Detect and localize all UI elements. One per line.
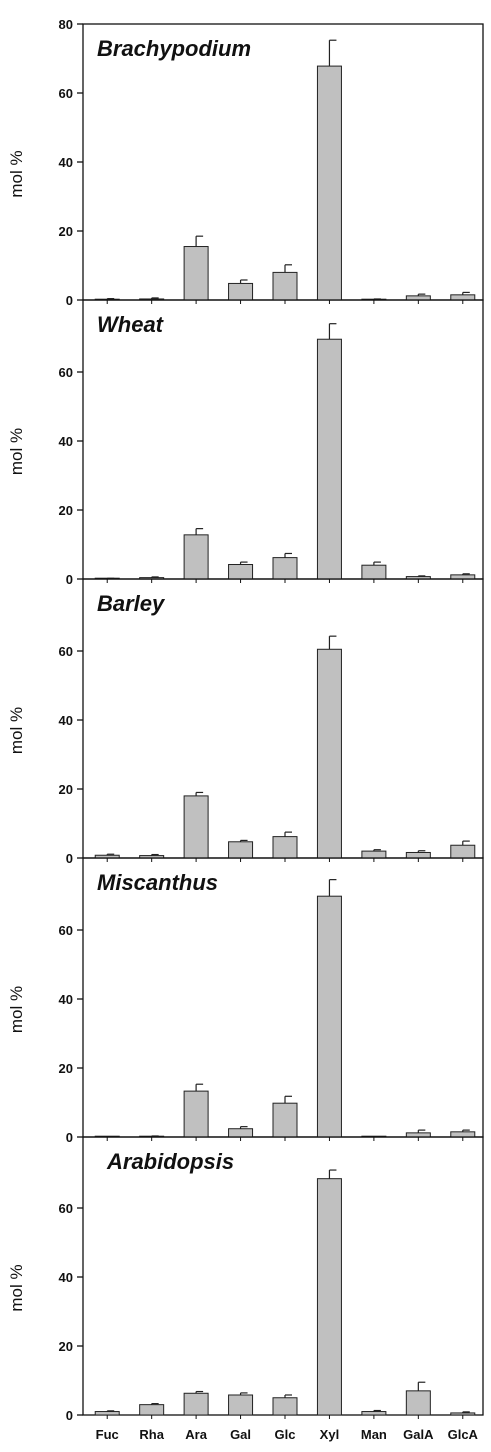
bar-Ara (183, 1392, 209, 1416)
x-tick-label: Xyl (320, 1427, 340, 1442)
bar-Xyl (316, 895, 342, 1138)
y-tick-label: 20 (59, 224, 73, 239)
y-tick-label: 20 (59, 1339, 73, 1354)
bar-Gal (228, 282, 254, 301)
bar-GlcA (450, 1412, 476, 1416)
bar-GlcA (450, 1131, 476, 1138)
y-tick-label: 60 (59, 365, 73, 380)
panel-frame (82, 299, 484, 580)
y-axis-label: mol % (7, 986, 26, 1033)
y-tick-label: 0 (66, 851, 73, 866)
y-axis-label: mol % (7, 1264, 26, 1311)
y-tick-label: 20 (59, 503, 73, 518)
panel-frame (82, 23, 484, 301)
bar-Gal (228, 1128, 254, 1138)
x-tick-label: GlcA (448, 1427, 479, 1442)
bar-Gal (228, 564, 254, 580)
panel-title: Arabidopsis (106, 1149, 234, 1174)
panel-title: Wheat (97, 312, 165, 337)
panel-title: Miscanthus (97, 870, 218, 895)
y-tick-label: 40 (59, 1270, 73, 1285)
panel-title: Brachypodium (97, 36, 251, 61)
panel-frame (82, 1136, 484, 1416)
x-tick-label: Man (361, 1427, 387, 1442)
x-tick-label: Gal (230, 1427, 251, 1442)
y-tick-label: 60 (59, 923, 73, 938)
y-axis-label: mol % (7, 428, 26, 475)
y-tick-label: 0 (66, 1130, 73, 1145)
x-tick-label: Ara (185, 1427, 207, 1442)
bar-Gal (228, 1394, 254, 1416)
x-tick-label: Glc (275, 1427, 296, 1442)
y-tick-label: 60 (59, 86, 73, 101)
bar-Xyl (316, 648, 342, 859)
panel-title: Barley (97, 591, 166, 616)
y-axis-label: mol % (7, 150, 26, 197)
y-axis-label: mol % (7, 707, 26, 754)
bar-GalA (405, 1390, 431, 1416)
bar-Ara (183, 795, 209, 859)
y-tick-label: 40 (59, 155, 73, 170)
bar-Ara (183, 1090, 209, 1138)
bar-GlcA (450, 844, 476, 859)
y-tick-label: 0 (66, 572, 73, 587)
y-tick-label: 20 (59, 1061, 73, 1076)
bar-Man (361, 564, 387, 580)
y-tick-label: 0 (66, 293, 73, 308)
x-tick-label: Fuc (96, 1427, 119, 1442)
bar-GalA (405, 851, 431, 859)
bar-Xyl (316, 1178, 342, 1416)
bar-Glc (272, 557, 298, 580)
bar-Fuc (94, 1411, 120, 1416)
y-tick-label: 40 (59, 434, 73, 449)
bar-Ara (183, 246, 209, 301)
y-tick-label: 40 (59, 713, 73, 728)
bar-Xyl (316, 338, 342, 580)
bar-Rha (139, 1404, 165, 1416)
y-tick-label: 60 (59, 644, 73, 659)
y-tick-label: 60 (59, 1201, 73, 1216)
x-tick-label: Rha (139, 1427, 164, 1442)
bar-Ara (183, 534, 209, 580)
bar-Glc (272, 271, 298, 301)
bar-Xyl (316, 65, 342, 301)
panel-frame (82, 578, 484, 859)
y-tick-label: 80 (59, 17, 73, 32)
bar-Man (361, 1411, 387, 1416)
y-tick-label: 40 (59, 992, 73, 1007)
bar-Man (361, 850, 387, 859)
bar-Gal (228, 841, 254, 859)
y-tick-label: 20 (59, 782, 73, 797)
panel-frame (82, 857, 484, 1138)
bar-Glc (272, 1102, 298, 1138)
bar-Glc (272, 836, 298, 859)
bar-GlcA (450, 294, 476, 301)
y-tick-label: 0 (66, 1408, 73, 1423)
bar-Glc (272, 1397, 298, 1416)
x-tick-label: GalA (403, 1427, 434, 1442)
